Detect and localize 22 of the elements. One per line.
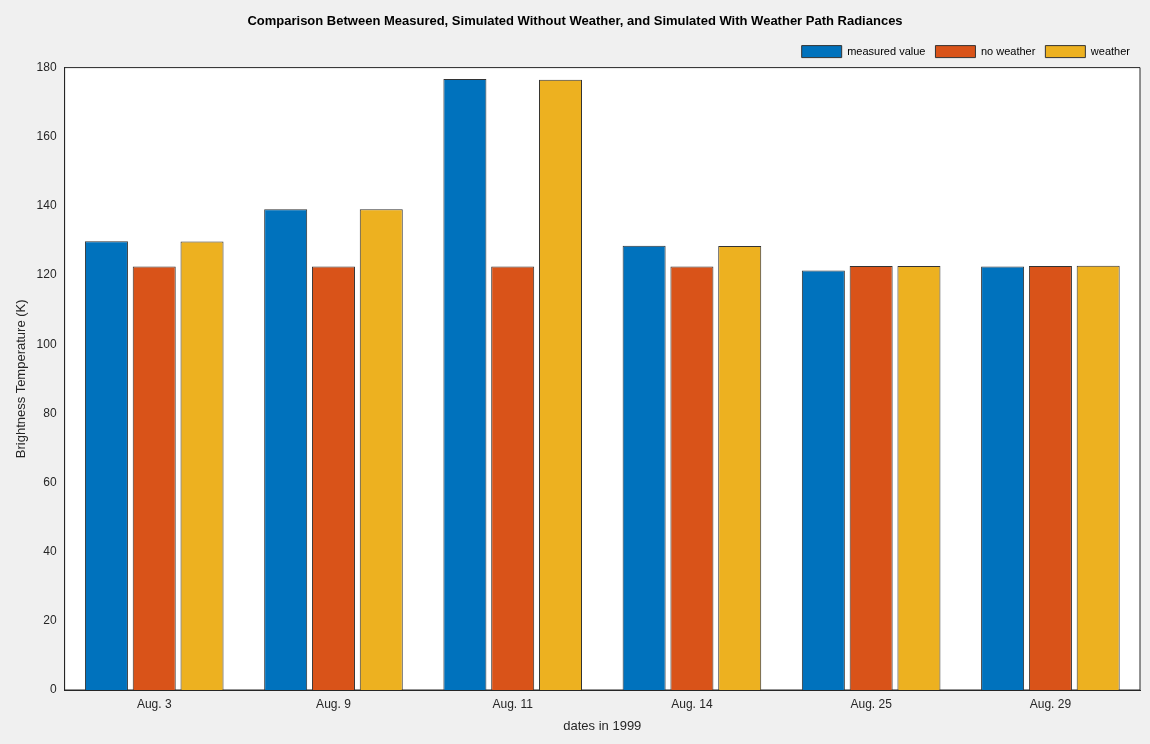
y-tick-label: 160 (36, 129, 57, 144)
y-tick-label: 20 (43, 613, 57, 628)
y-tick-label: 60 (43, 474, 57, 489)
y-tick-label: 80 (43, 405, 57, 420)
x-tick-label: Aug. 29 (1029, 696, 1072, 711)
y-tick-label: 120 (36, 267, 57, 282)
x-axis-title: dates in 1999 (563, 717, 642, 733)
y-tick-label: 100 (36, 336, 57, 351)
y-tick-label: 40 (43, 544, 57, 558)
x-tick-label: Aug. 14 (671, 696, 713, 711)
legend-label: no weather (980, 44, 1036, 57)
y-tick-label: 0 (49, 682, 57, 697)
legend-label: measured value (847, 44, 926, 57)
x-tick-label: Aug. 3 (136, 696, 172, 711)
y-tick-label: 180 (36, 59, 57, 74)
chart-title: Comparison Between Measured, Simulated Without Weather, and Simulated With Weather Path Radiances (247, 13, 903, 29)
x-tick-label: Aug. 9 (316, 696, 352, 711)
x-tick-label: Aug. 11 (492, 696, 534, 711)
y-axis-title: Brightness Temperature (K) (13, 299, 29, 459)
x-tick-label: Aug. 25 (850, 696, 893, 711)
y-tick-label: 140 (36, 198, 57, 213)
legend-label: weather (1089, 44, 1131, 57)
